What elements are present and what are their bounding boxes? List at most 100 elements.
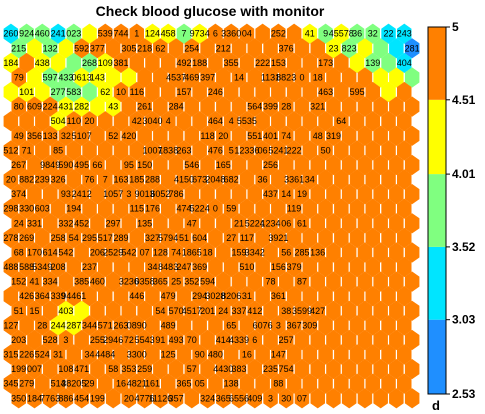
hex-cell-label: 199 <box>11 364 26 374</box>
hex-cell-label: 199 <box>90 393 105 403</box>
hex-cell <box>145 373 160 394</box>
hex-cell <box>113 140 129 161</box>
hex-cell <box>278 96 294 117</box>
hex-cell <box>19 169 34 190</box>
hex-cell <box>145 344 160 365</box>
hex-cell <box>66 81 82 103</box>
hex-cell <box>105 96 121 117</box>
hex-cell <box>396 315 412 336</box>
hex-cell-label: 124 <box>145 29 160 39</box>
hex-cell-label: 397 <box>200 73 215 83</box>
hex-cell <box>357 67 373 88</box>
hex-cell <box>184 213 200 234</box>
hex-cell <box>318 169 333 190</box>
hex-cell-layer <box>3 23 420 409</box>
hex-cell <box>216 300 231 321</box>
colorbar-band <box>428 27 446 100</box>
hex-cell <box>216 329 231 351</box>
hex-cell <box>66 286 82 307</box>
hex-cell <box>105 329 121 351</box>
hex-cell <box>19 81 34 103</box>
hex-cell-label: 583 <box>66 87 81 97</box>
hex-cell <box>82 286 97 307</box>
hex-cell <box>365 140 381 161</box>
hex-cell-label: 355 <box>224 58 239 68</box>
hex-cell <box>58 242 74 263</box>
hex-cell-label: 454 <box>74 393 89 403</box>
hex-cell-label: 157 <box>176 87 191 97</box>
hex-cell-label: 460 <box>90 277 105 287</box>
hex-cell <box>35 169 50 190</box>
hex-cell-label: 594 <box>200 277 215 287</box>
hex-cell-label: 3300 <box>127 350 147 360</box>
hex-cell <box>208 227 223 248</box>
hex-cell <box>50 373 66 394</box>
hex-cell <box>286 52 302 73</box>
hex-cell-label: 16 <box>116 379 126 389</box>
hex-cell <box>223 344 239 365</box>
colorbar-band <box>428 174 446 247</box>
hex-cell-label: 136 <box>310 248 325 258</box>
hex-cell-label: 125 <box>161 350 176 360</box>
hex-cell <box>176 315 192 336</box>
hex-cell <box>200 125 215 146</box>
hex-cell-label: 135 <box>137 218 152 228</box>
hex-cell <box>11 359 27 380</box>
hex-cell <box>113 373 129 394</box>
hex-cell <box>231 300 247 321</box>
hex-cell <box>3 111 19 132</box>
hex-cell <box>271 198 286 219</box>
hex-cell <box>3 81 19 103</box>
hex-cell-label: 5794 <box>158 233 178 243</box>
hex-cell <box>200 184 215 205</box>
hex-cell <box>19 315 34 336</box>
hex-cell <box>247 388 263 409</box>
hex-cell <box>357 38 373 59</box>
hex-cell <box>192 315 207 336</box>
hex-cell <box>357 388 373 409</box>
hex-cell-label: 152 <box>11 277 26 287</box>
hex-cell-label: 356 <box>27 131 42 141</box>
hex-cell <box>153 329 168 351</box>
hex-cell <box>318 23 333 44</box>
hex-cell-label: 3 <box>63 335 68 345</box>
hex-cell <box>129 373 144 394</box>
hex-cell <box>82 23 97 44</box>
hex-cell <box>255 373 270 394</box>
hex-cell-label: 9 <box>323 29 328 39</box>
hex-cell <box>74 213 89 234</box>
hex-cell <box>161 140 176 161</box>
hex-cell <box>341 271 357 292</box>
hex-cell <box>271 169 286 190</box>
hex-cell <box>349 315 365 336</box>
hex-cell-label: 244 <box>51 320 66 330</box>
hex-cell <box>3 52 19 73</box>
hex-cell-label: 334 <box>43 277 58 287</box>
hex-cell-label: 15 <box>29 306 39 316</box>
hex-cell-label: 06 <box>281 218 291 228</box>
hex-cell-label: 571 <box>98 320 113 330</box>
hex-cell <box>286 373 302 394</box>
hex-cell <box>27 388 42 409</box>
hex-cell <box>35 227 50 248</box>
hex-cell <box>318 256 333 278</box>
hex-cell <box>349 344 365 365</box>
hex-cell <box>192 111 207 132</box>
hex-cell-label: 337 <box>231 306 246 316</box>
hex-cell <box>373 154 388 176</box>
hex-cell <box>161 198 176 219</box>
hex-cell <box>98 81 113 103</box>
hex-cell <box>389 388 404 409</box>
hex-cell <box>153 388 168 409</box>
hex-cell <box>27 125 42 146</box>
hex-cell <box>192 344 207 365</box>
hex-cell <box>82 52 97 73</box>
hex-cell <box>389 38 404 59</box>
hex-cell <box>231 67 247 88</box>
hex-cell <box>137 213 152 234</box>
hex-cell <box>3 227 19 248</box>
hex-cell <box>161 111 176 132</box>
hex-cell <box>98 256 113 278</box>
chart-title: Check blood glucose with monitor <box>95 3 325 19</box>
hex-cell <box>11 329 27 351</box>
